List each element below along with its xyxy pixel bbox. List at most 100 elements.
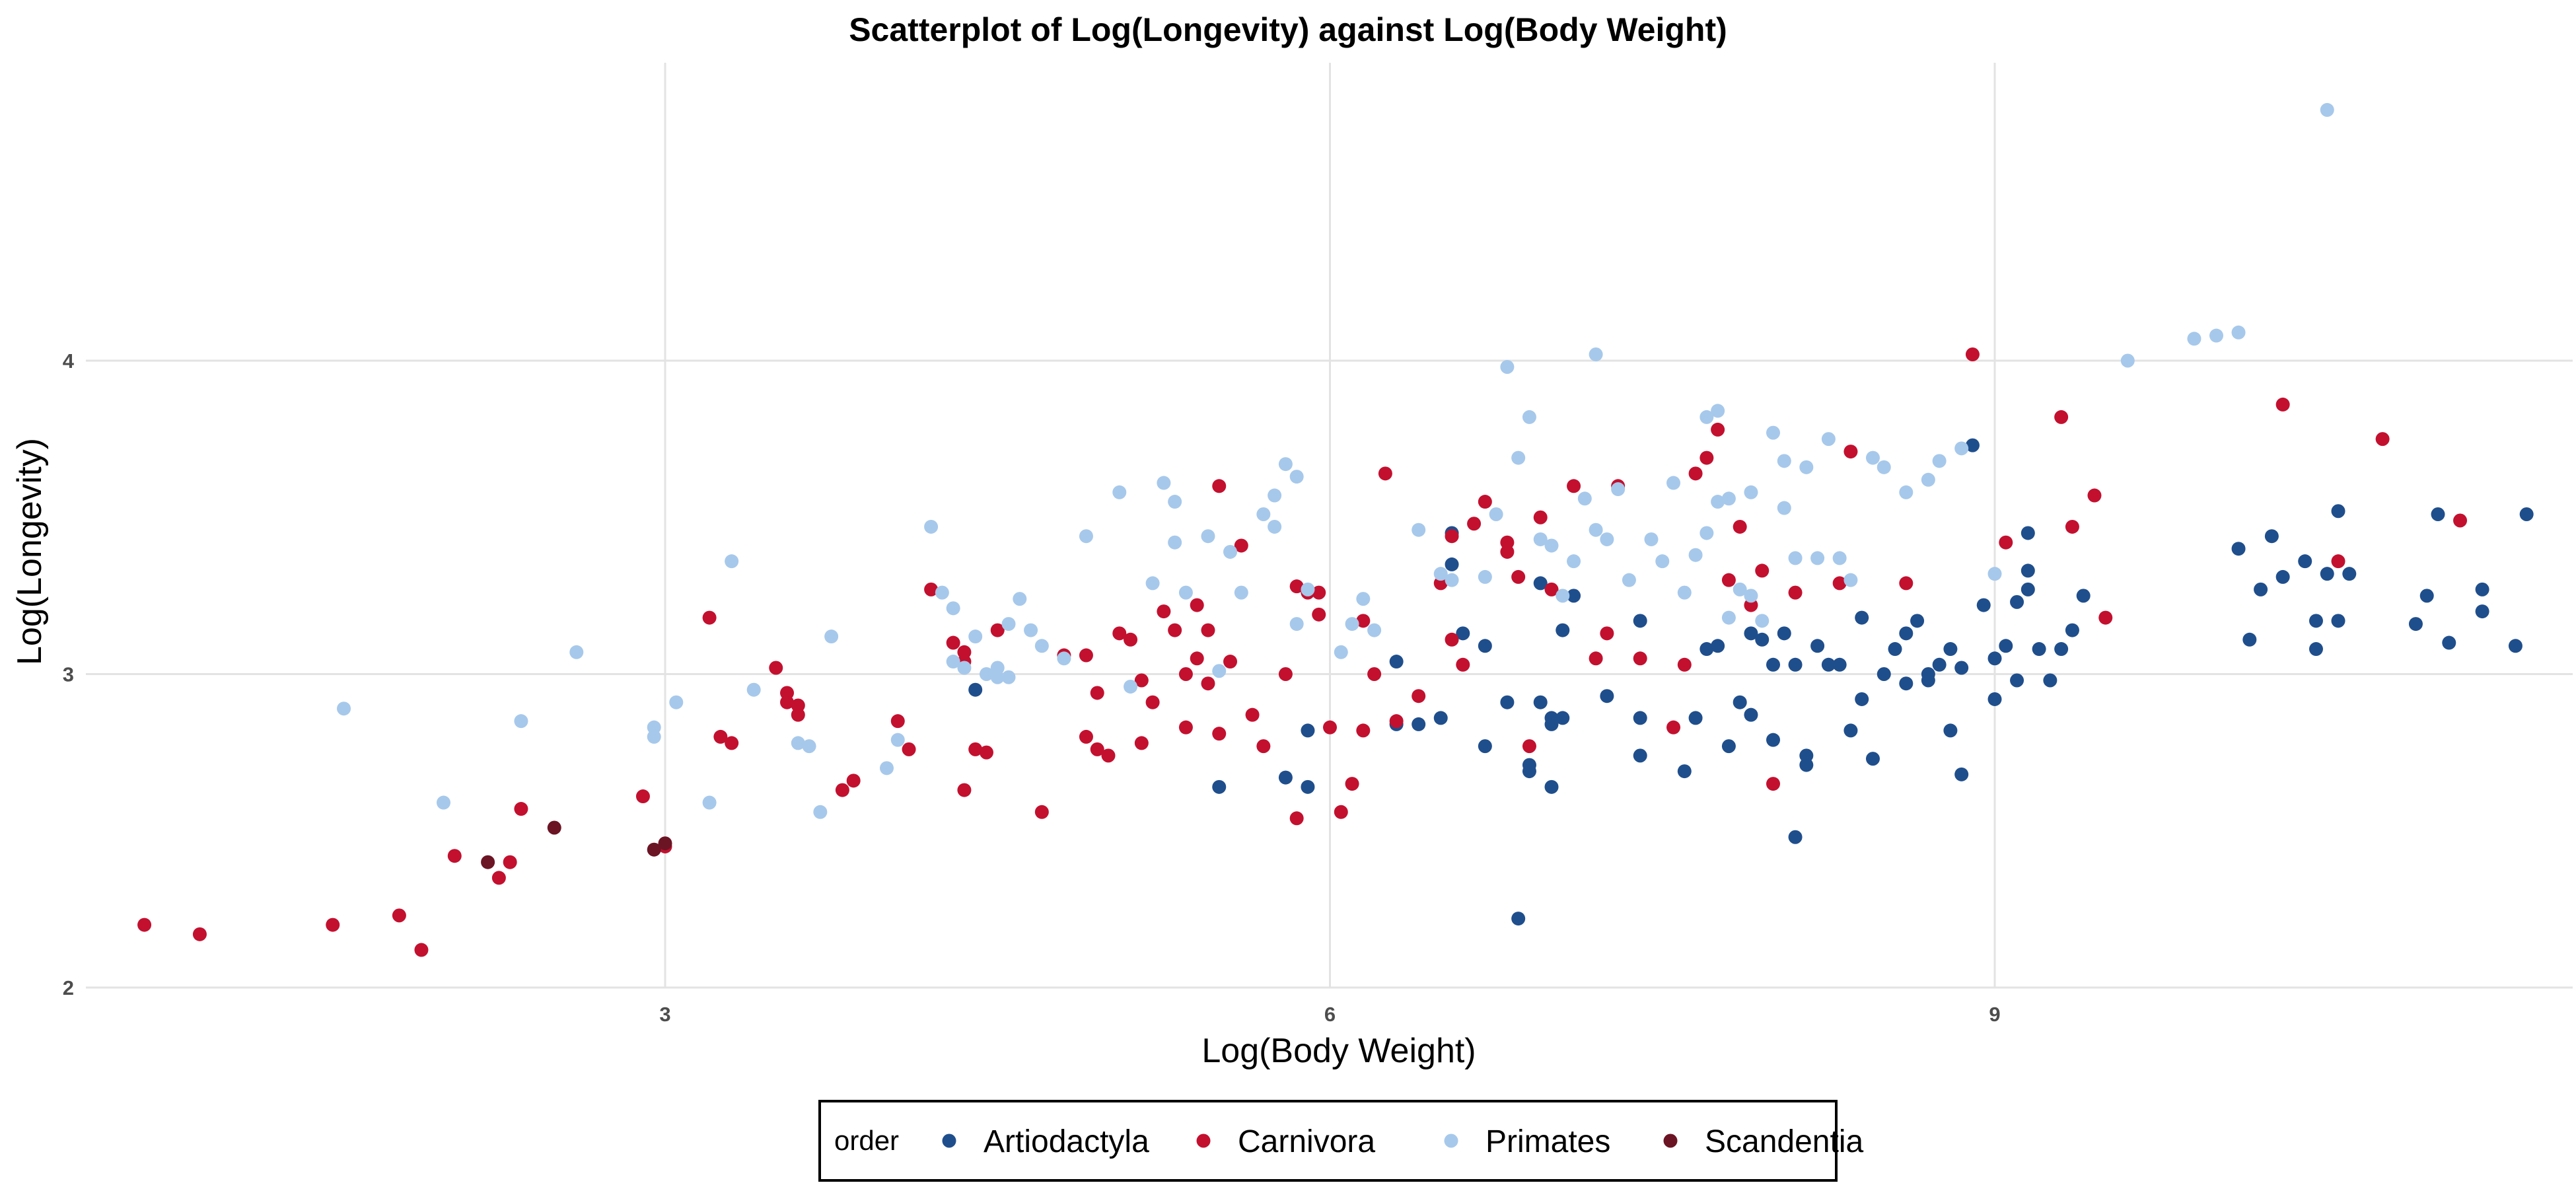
- data-point: [1556, 711, 1570, 725]
- data-point: [1899, 626, 1914, 641]
- data-point: [990, 661, 1005, 675]
- data-point: [2032, 642, 2046, 657]
- data-point: [1832, 657, 1847, 672]
- data-point: [1090, 742, 1104, 756]
- data-point: [1589, 347, 1603, 362]
- data-point: [1168, 623, 1182, 637]
- data-point: [2231, 325, 2246, 340]
- data-point: [2120, 353, 2135, 368]
- data-point: [2065, 623, 2079, 637]
- data-point: [1921, 472, 1935, 487]
- legend-label: Artiodactyla: [984, 1124, 1149, 1159]
- data-point: [1478, 639, 1492, 653]
- data-point: [1378, 466, 1392, 481]
- data-point: [1478, 495, 1492, 509]
- data-point: [2054, 410, 2069, 424]
- data-point: [1533, 532, 1548, 546]
- data-point: [1412, 522, 1426, 537]
- data-point: [2320, 102, 2334, 117]
- data-point: [2508, 639, 2522, 653]
- data-point: [1711, 639, 1725, 653]
- data-point: [514, 714, 528, 729]
- data-point: [2021, 563, 2035, 578]
- data-point: [1312, 585, 1326, 600]
- data-point: [1600, 689, 1614, 703]
- data-point: [1899, 676, 1914, 691]
- data-point: [1478, 739, 1492, 754]
- data-point: [1688, 548, 1703, 562]
- data-point: [1589, 522, 1603, 537]
- data-point: [1201, 529, 1215, 544]
- y-axis-title: Log(Longevity): [11, 438, 49, 665]
- data-point: [1954, 661, 1969, 675]
- data-point: [1511, 569, 1526, 584]
- data-point: [1567, 589, 1581, 603]
- data-point: [1777, 626, 1791, 641]
- data-point: [1799, 758, 1814, 772]
- data-point: [1278, 457, 1293, 472]
- data-point: [1168, 535, 1182, 550]
- data-point: [1533, 695, 1548, 709]
- data-point: [1101, 748, 1116, 763]
- data-point: [2442, 635, 2456, 650]
- data-point: [1766, 777, 1780, 791]
- data-point: [1556, 623, 1570, 637]
- data-point: [1157, 604, 1171, 619]
- data-point: [658, 836, 672, 851]
- data-point: [1223, 544, 1238, 559]
- data-point: [1677, 764, 1692, 779]
- data-point: [1699, 642, 1714, 657]
- x-tick-label: 3: [659, 1003, 670, 1026]
- data-point: [1932, 454, 1947, 468]
- data-point: [1600, 626, 1614, 641]
- legend-key: [1444, 1134, 1458, 1148]
- data-point: [1312, 607, 1326, 622]
- data-point: [635, 789, 650, 804]
- data-point: [1832, 551, 1847, 565]
- data-point: [1079, 529, 1093, 544]
- data-point: [1666, 720, 1681, 735]
- data-point: [1278, 667, 1293, 681]
- data-point: [1577, 491, 1592, 506]
- data-point: [569, 645, 584, 659]
- data-point: [1289, 579, 1304, 594]
- data-point: [2098, 610, 2113, 625]
- data-point: [902, 742, 916, 756]
- data-point: [725, 736, 739, 750]
- data-point: [1633, 711, 1647, 725]
- data-point: [746, 682, 761, 697]
- data-point: [1445, 573, 1459, 587]
- data-point: [392, 908, 406, 923]
- data-point: [2021, 526, 2035, 540]
- data-point: [957, 645, 972, 659]
- data-point: [813, 805, 828, 819]
- data-point: [1965, 347, 1980, 362]
- data-point: [1533, 510, 1548, 524]
- data-point: [1733, 695, 1747, 709]
- data-point: [192, 927, 207, 941]
- data-point: [1655, 554, 1670, 569]
- data-point: [968, 742, 983, 756]
- data-point: [2419, 589, 2434, 603]
- data-point: [846, 774, 861, 788]
- data-point: [791, 736, 805, 750]
- data-point: [1145, 695, 1160, 709]
- data-point: [1212, 779, 1227, 794]
- data-point: [2065, 519, 2079, 534]
- data-point: [1323, 720, 1337, 735]
- data-point: [1633, 748, 1647, 763]
- data-point: [1356, 614, 1371, 628]
- data-point: [481, 855, 495, 869]
- data-point: [1999, 535, 2013, 550]
- data-point: [780, 695, 795, 709]
- legend-key: [1196, 1134, 1211, 1148]
- data-point: [1744, 589, 1758, 603]
- data-point: [1943, 642, 1958, 657]
- data-point: [1888, 642, 1902, 657]
- data-point: [1567, 479, 1581, 493]
- data-point: [2453, 513, 2468, 528]
- data-point: [1190, 598, 1204, 612]
- data-point: [1987, 567, 2002, 581]
- data-point: [1445, 632, 1459, 647]
- data-point: [935, 585, 949, 600]
